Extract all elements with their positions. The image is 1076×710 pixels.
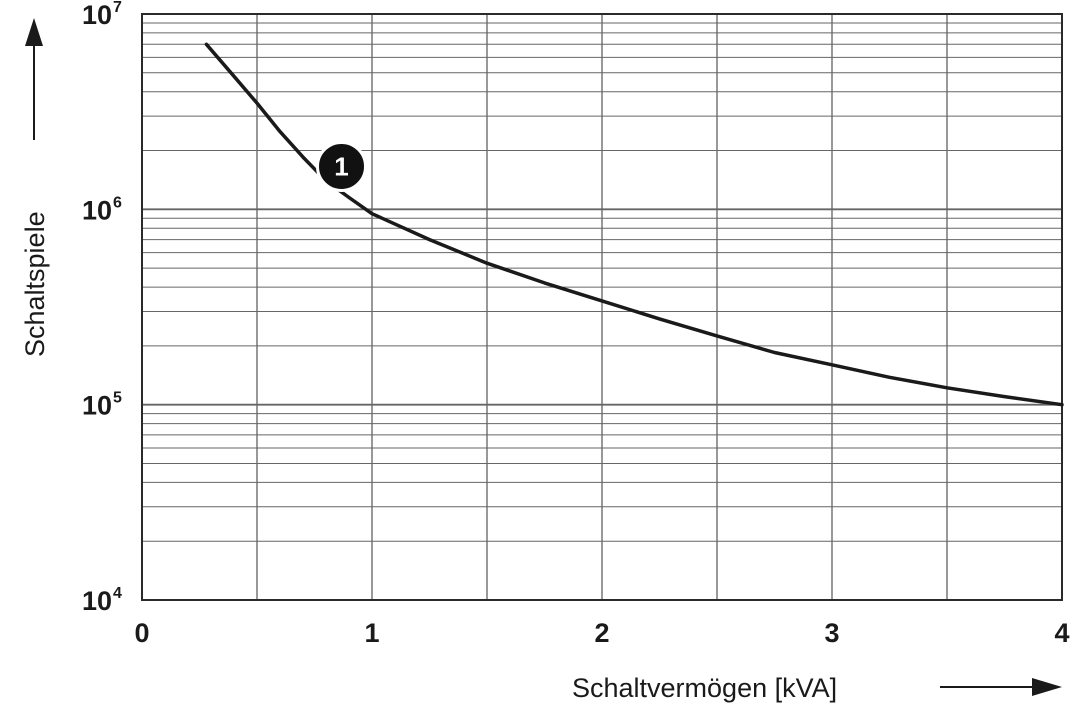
marker-label: 1 [334,151,348,181]
y-tick-exponent: 7 [113,0,122,16]
y-axis-arrow [25,18,43,140]
y-tick-label: 10 7 [82,0,122,30]
x-tick-label: 3 [824,618,839,648]
series-line [204,42,1064,407]
y-tick-base: 10 [82,0,112,30]
y-tick-label: 10 4 [82,585,122,616]
x-tick-label: 0 [134,618,149,648]
y-tick-exponent: 5 [113,390,122,407]
plot-frame [141,13,1063,601]
x-tick-labels: 0 1 2 3 4 [134,618,1069,648]
curve-marker: 1 [316,140,367,192]
y-tick-exponent: 4 [113,585,122,602]
x-tick-label: 1 [364,618,379,648]
y-tick-label: 10 6 [82,194,122,225]
y-tick-label: 10 5 [82,390,122,421]
y-tick-exponent: 6 [113,194,122,211]
y-tick-base: 10 [82,586,112,616]
x-tick-label: 2 [594,618,609,648]
x-tick-label: 4 [1054,618,1069,648]
y-axis-label: Schaltspiele [20,211,50,357]
x-axis-arrow [940,678,1062,696]
annotations: 1 [316,140,367,192]
x-axis-label: Schaltvermögen [kVA] [572,673,837,703]
y-tick-base: 10 [82,195,112,225]
y-tick-base: 10 [82,391,112,421]
grid [142,14,1062,600]
marker-circle [316,140,367,192]
series-layer [204,42,1064,407]
